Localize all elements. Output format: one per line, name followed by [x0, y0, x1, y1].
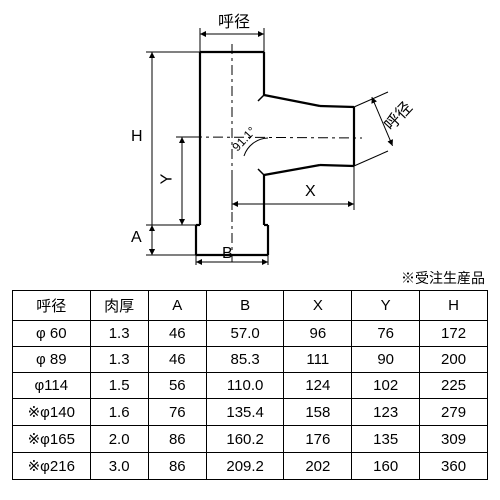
table-cell: 86: [148, 426, 206, 453]
table-cell: 200: [420, 347, 488, 373]
table-cell: 111: [284, 347, 352, 373]
table-cell: 202: [284, 453, 352, 480]
col-header: A: [148, 291, 206, 321]
col-header: 呼径: [13, 291, 91, 321]
table-row: ※φ1652.086160.2176135309: [13, 426, 488, 453]
table-cell: 1.6: [90, 399, 148, 426]
col-header: H: [420, 291, 488, 321]
table-cell: 123: [352, 399, 420, 426]
table-cell: 85.3: [206, 347, 284, 373]
dimension-table: 呼径 肉厚 A B X Y H φ 601.34657.09676172φ 89…: [12, 290, 488, 480]
table-header-row: 呼径 肉厚 A B X Y H: [13, 291, 488, 321]
table-cell: 172: [420, 321, 488, 347]
table-cell: φ 60: [13, 321, 91, 347]
col-header: B: [206, 291, 284, 321]
table-cell: φ114: [13, 373, 91, 399]
table-cell: φ 89: [13, 347, 91, 373]
table-cell: 160: [352, 453, 420, 480]
col-header: Y: [352, 291, 420, 321]
table-cell: 158: [284, 399, 352, 426]
table-cell: 110.0: [206, 373, 284, 399]
table-cell: 1.3: [90, 347, 148, 373]
table-cell: 76: [352, 321, 420, 347]
table-cell: 360: [420, 453, 488, 480]
dim-X: X: [305, 183, 316, 201]
dim-top: 呼径: [214, 8, 254, 32]
table-cell: 57.0: [206, 321, 284, 347]
table-row: φ1141.556110.0124102225: [13, 373, 488, 399]
table-row: φ 601.34657.09676172: [13, 321, 488, 347]
table-cell: 2.0: [90, 426, 148, 453]
table-cell: 96: [284, 321, 352, 347]
table-cell: 160.2: [206, 426, 284, 453]
technical-drawing: 呼径 呼径 H Y A B X 91.1°: [90, 10, 420, 265]
table-cell: 135.4: [206, 399, 284, 426]
table-cell: 46: [148, 321, 206, 347]
table-row: ※φ2163.086209.2202160360: [13, 453, 488, 480]
col-header: 肉厚: [90, 291, 148, 321]
table-row: φ 891.34685.311190200: [13, 347, 488, 373]
table-cell: 90: [352, 347, 420, 373]
table-cell: 86: [148, 453, 206, 480]
col-header: X: [284, 291, 352, 321]
table-cell: 135: [352, 426, 420, 453]
table-cell: 56: [148, 373, 206, 399]
table-cell: 1.3: [90, 321, 148, 347]
dim-H: H: [131, 128, 143, 146]
table-cell: 209.2: [206, 453, 284, 480]
table-cell: 3.0: [90, 453, 148, 480]
table-cell: 176: [284, 426, 352, 453]
table-cell: 124: [284, 373, 352, 399]
dim-A: A: [131, 229, 142, 247]
table-cell: 76: [148, 399, 206, 426]
table-cell: 1.5: [90, 373, 148, 399]
production-note: ※受注生産品: [401, 268, 485, 288]
dim-B: B: [222, 245, 233, 263]
table-cell: 279: [420, 399, 488, 426]
table-cell: 102: [352, 373, 420, 399]
table-cell: 46: [148, 347, 206, 373]
table-cell: 309: [420, 426, 488, 453]
table-cell: ※φ140: [13, 399, 91, 426]
dim-Y: Y: [158, 174, 176, 185]
table-cell: 225: [420, 373, 488, 399]
table-cell: ※φ165: [13, 426, 91, 453]
table-row: ※φ1401.676135.4158123279: [13, 399, 488, 426]
table-cell: ※φ216: [13, 453, 91, 480]
